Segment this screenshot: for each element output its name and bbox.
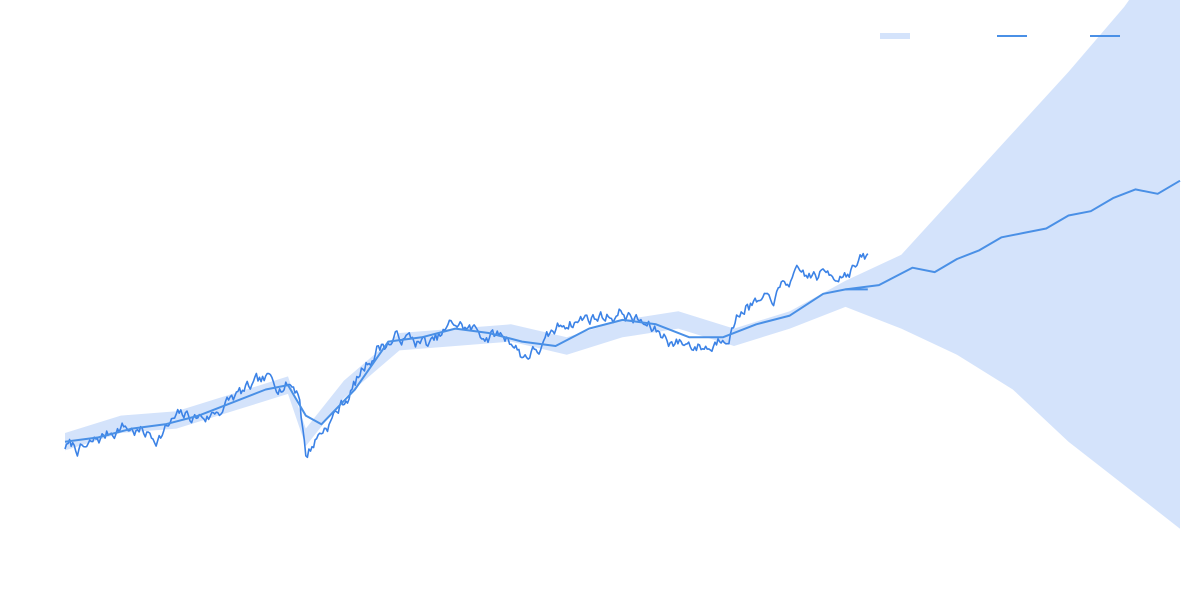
legend-item-band: [880, 33, 910, 39]
legend-swatch-band: [880, 33, 910, 39]
model-line: [64, 288, 868, 443]
observed-line: [64, 252, 869, 459]
confidence-band: [65, 0, 1180, 529]
forecast-line: [845, 179, 1181, 291]
plot-area: [64, 0, 1181, 529]
chart-legend: [880, 33, 1120, 39]
